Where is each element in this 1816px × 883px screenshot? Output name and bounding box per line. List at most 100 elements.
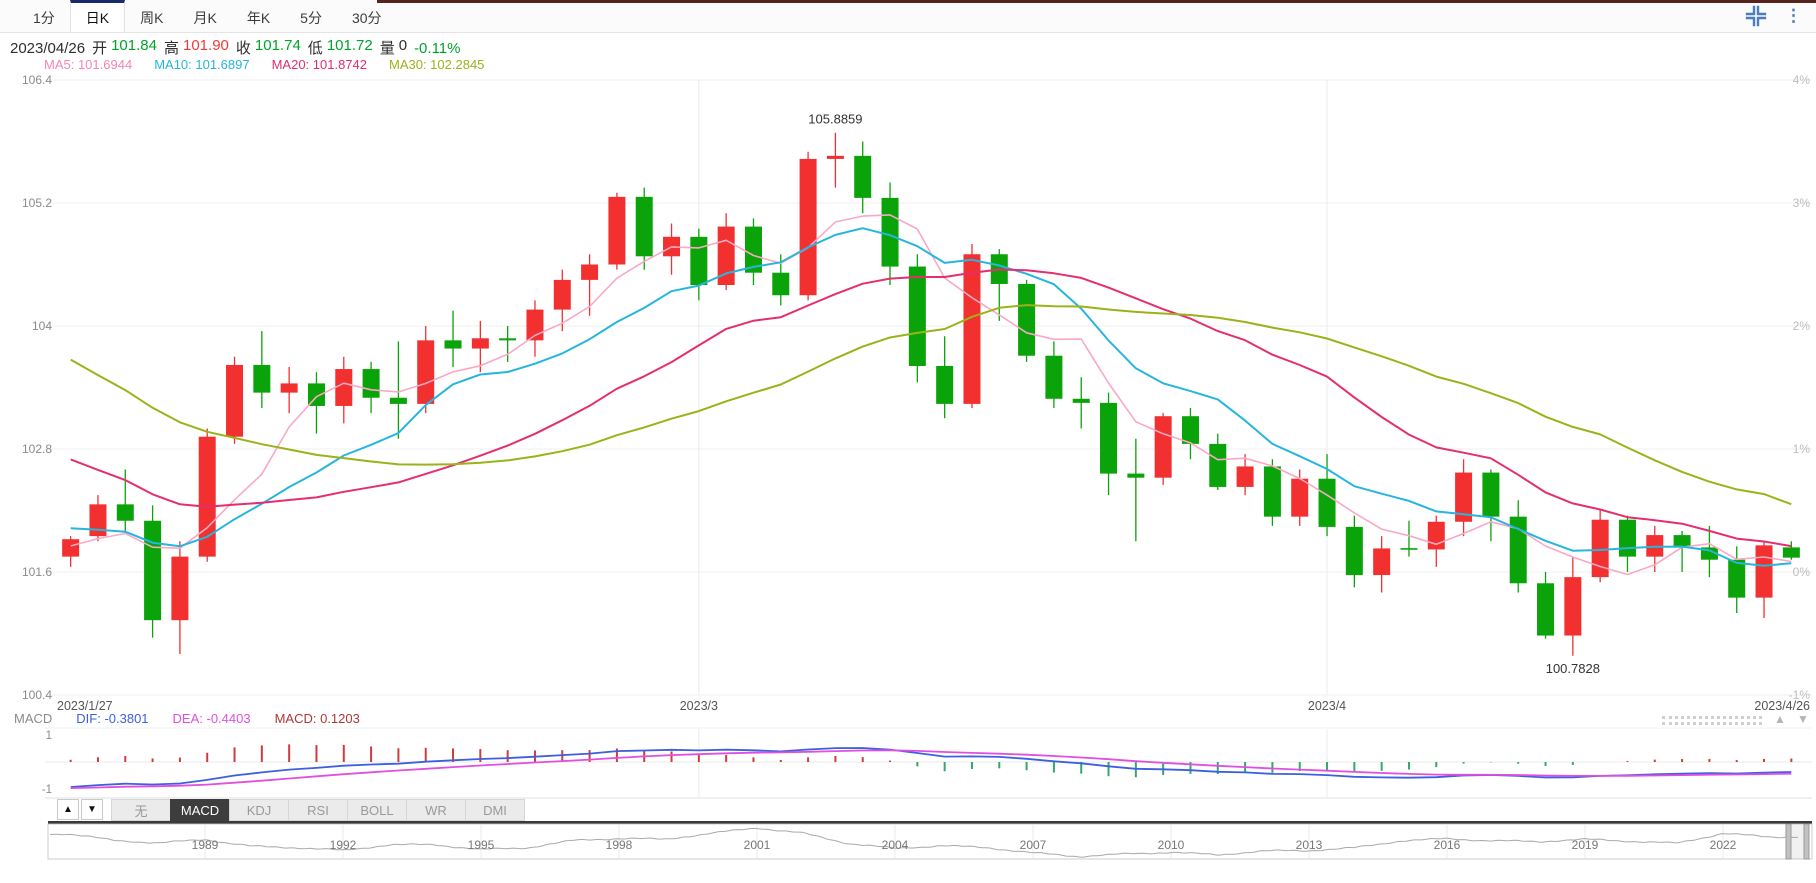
pane-down-button[interactable]: ▼ xyxy=(81,799,103,820)
ohlc-info-bar: 2023/04/26 开 101.84 高 101.90 收 101.74 低 101.… xyxy=(10,37,460,58)
svg-text:1995: 1995 xyxy=(468,838,495,852)
indicator-bar: ▲ ▼ 无 MACD KDJ RSI BOLL WR DMI xyxy=(0,799,1816,821)
svg-text:100.4: 100.4 xyxy=(22,688,52,702)
up-triangle-icon: ▲ xyxy=(63,804,73,815)
close-value: 101.74 xyxy=(254,37,301,54)
navigator-left-handle xyxy=(1785,823,1792,860)
ma30-line xyxy=(70,304,1792,506)
ma20-legend: MA20: 101.8742 xyxy=(271,57,367,72)
indicator-tabs: 无 MACD KDJ RSI BOLL WR DMI xyxy=(111,799,525,821)
svg-text:1992: 1992 xyxy=(330,838,357,852)
svg-text:2004: 2004 xyxy=(882,838,909,852)
svg-text:0%: 0% xyxy=(1793,565,1811,579)
ma10-legend: MA10: 101.6897 xyxy=(154,57,250,72)
macd-chart[interactable]: 1 -1 xyxy=(0,727,1816,799)
tab-5min-label: 5分 xyxy=(300,9,322,26)
dif-value: DIF: -0.3801 xyxy=(76,711,149,726)
svg-text:3%: 3% xyxy=(1793,196,1811,210)
pane-up-button[interactable]: ▲ xyxy=(57,799,79,820)
grid-lines xyxy=(45,79,1812,696)
svg-text:2001: 2001 xyxy=(744,838,771,852)
tab-1min[interactable]: 1分 xyxy=(18,0,70,32)
macd-histogram xyxy=(69,744,1793,778)
candles xyxy=(62,132,1800,656)
ma10-line xyxy=(70,227,1792,567)
indicator-tab-dmi[interactable]: DMI xyxy=(465,799,525,821)
open-value: 101.84 xyxy=(111,37,157,54)
svg-text:2023/4/26: 2023/4/26 xyxy=(1754,699,1810,713)
svg-text:2019: 2019 xyxy=(1572,838,1599,852)
zoom-in-arrow-icon[interactable]: ▲ xyxy=(1774,712,1786,726)
tab-weekly-k[interactable]: 周K xyxy=(125,0,178,32)
indicator-tab-boll[interactable]: BOLL xyxy=(347,799,407,821)
ma-legend: MA5: 101.6944 MA10: 101.6897 MA20: 101.8… xyxy=(44,57,484,72)
svg-text:1998: 1998 xyxy=(606,838,633,852)
low-label: 低 xyxy=(307,40,323,57)
volume-label: 量 xyxy=(379,40,395,57)
tab-monthly-k[interactable]: 月K xyxy=(178,0,231,32)
dea-line xyxy=(70,749,1792,789)
svg-text:1: 1 xyxy=(46,730,52,742)
tab-weekly-k-label: 周K xyxy=(140,9,164,26)
svg-text:106.4: 106.4 xyxy=(22,73,52,87)
collapse-icon[interactable] xyxy=(1745,5,1767,27)
svg-text:104: 104 xyxy=(32,319,52,333)
svg-text:1%: 1% xyxy=(1793,442,1811,456)
timeline-navigator[interactable]: 1989 1992 1995 1998 2001 2004 2007 2010 2013 2016… xyxy=(0,820,1816,865)
svg-text:105.8859: 105.8859 xyxy=(808,112,862,127)
open-label: 开 xyxy=(92,40,108,57)
svg-text:2023/3: 2023/3 xyxy=(680,699,718,713)
high-label: 高 xyxy=(163,40,179,57)
svg-text:101.6: 101.6 xyxy=(22,565,52,579)
indicator-tab-wr[interactable]: WR xyxy=(406,799,466,821)
svg-text:4%: 4% xyxy=(1793,73,1811,87)
svg-text:2022: 2022 xyxy=(1710,838,1737,852)
svg-text:-1%: -1% xyxy=(1789,688,1811,702)
low-value: 101.72 xyxy=(326,37,373,54)
tab-daily-k[interactable]: 日K xyxy=(69,0,126,32)
indicator-tab-none[interactable]: 无 xyxy=(111,799,171,821)
history-sparkline xyxy=(49,827,1799,858)
indicator-tab-kdj[interactable]: KDJ xyxy=(229,799,289,821)
indicator-tab-rsi[interactable]: RSI xyxy=(288,799,348,821)
svg-text:2023/4: 2023/4 xyxy=(1308,699,1346,713)
ma20-line xyxy=(70,268,1792,548)
macd-legend: MACD DIF: -0.3801 DEA: -0.4403 MACD: 0.1… xyxy=(14,711,360,726)
svg-text:100.7828: 100.7828 xyxy=(1546,661,1600,676)
high-value: 101.90 xyxy=(183,37,229,54)
svg-text:105.2: 105.2 xyxy=(22,196,52,210)
close-label: 收 xyxy=(235,40,251,57)
more-menu-icon[interactable]: ⋮ xyxy=(1785,6,1802,25)
svg-text:2%: 2% xyxy=(1793,319,1811,333)
window-top-accent-line xyxy=(377,0,1816,3)
ma5-legend: MA5: 101.6944 xyxy=(44,57,133,72)
ma5-line xyxy=(70,214,1792,576)
svg-text:2023/1/27: 2023/1/27 xyxy=(57,699,113,713)
dea-value: DEA: -0.4403 xyxy=(172,711,251,726)
navigator-right-handle xyxy=(1803,823,1810,860)
ma30-legend: MA30: 102.2845 xyxy=(389,57,485,72)
info-date: 2023/04/26 xyxy=(10,40,86,57)
down-triangle-icon: ▼ xyxy=(87,804,97,815)
candlestick-chart[interactable]: 106.4 4% 105.2 3% 104 2% 102.8 1% 101.6 0% 100.4 -1… xyxy=(0,70,1816,718)
tab-1min-label: 1分 xyxy=(33,9,55,26)
macd-value: MACD: 0.1203 xyxy=(274,711,360,726)
tab-5min[interactable]: 5分 xyxy=(285,0,337,32)
svg-text:1989: 1989 xyxy=(192,838,219,852)
dif-line xyxy=(70,747,1792,788)
tab-monthly-k-label: 月K xyxy=(193,9,217,26)
svg-text:-1: -1 xyxy=(42,784,52,796)
svg-text:2016: 2016 xyxy=(1434,838,1461,852)
volume-value: 0 xyxy=(398,37,408,54)
indicator-tab-macd[interactable]: MACD xyxy=(170,799,230,821)
zoom-slider[interactable] xyxy=(1662,716,1762,725)
tab-30min[interactable]: 30分 xyxy=(337,0,397,32)
svg-text:102.8: 102.8 xyxy=(22,442,52,456)
macd-title: MACD xyxy=(14,711,53,726)
period-tabbar: 1分 日K 周K 月K 年K 5分 30分 xyxy=(0,0,1816,33)
zoom-out-arrow-icon[interactable]: ▼ xyxy=(1797,712,1809,726)
tab-yearly-k[interactable]: 年K xyxy=(232,0,285,32)
svg-text:2007: 2007 xyxy=(1020,838,1047,852)
tab-30min-label: 30分 xyxy=(351,9,382,26)
